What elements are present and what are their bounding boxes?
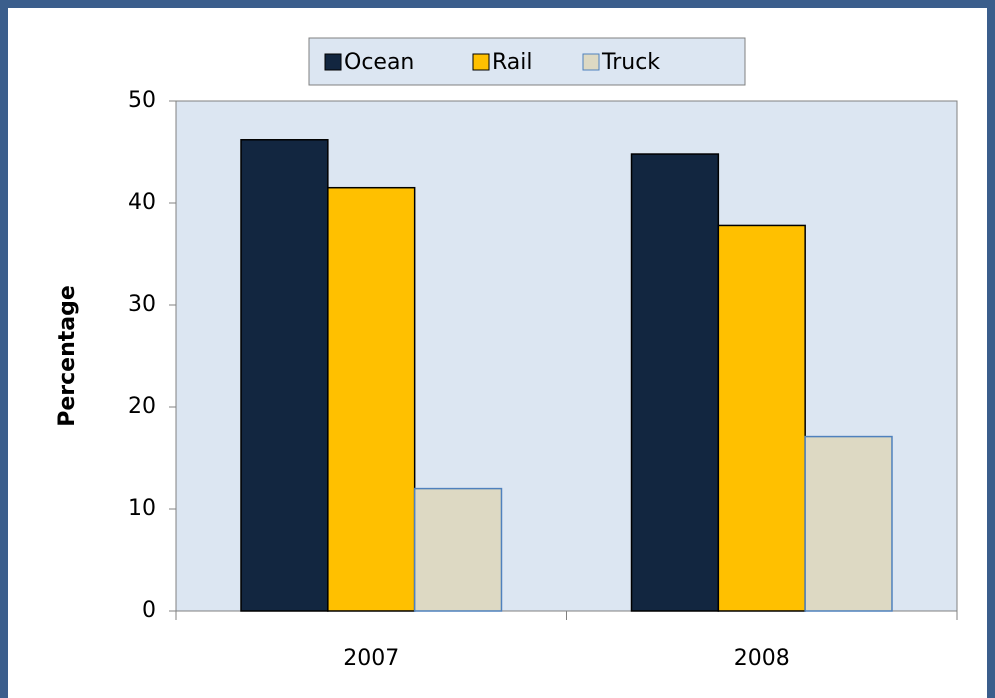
y-tick-label: 10 bbox=[128, 496, 156, 521]
y-tick-label: 0 bbox=[142, 598, 156, 623]
x-tick-label: 2007 bbox=[343, 646, 399, 671]
legend-label: Ocean bbox=[344, 50, 414, 75]
legend-swatch bbox=[582, 53, 600, 71]
bar bbox=[327, 186, 416, 612]
y-tick-label: 40 bbox=[128, 190, 156, 215]
y-axis-label: Percentage bbox=[55, 285, 80, 427]
legend-swatch bbox=[472, 53, 490, 71]
y-tick-label: 20 bbox=[128, 394, 156, 419]
bar bbox=[717, 224, 806, 612]
legend bbox=[308, 37, 746, 86]
y-tick-label: 30 bbox=[128, 292, 156, 317]
y-tick-label: 50 bbox=[128, 88, 156, 113]
legend-swatch bbox=[324, 53, 342, 71]
bar bbox=[804, 435, 893, 612]
legend-label: Rail bbox=[492, 50, 533, 75]
bar bbox=[413, 487, 503, 612]
bar bbox=[630, 153, 720, 612]
x-tick-label: 2008 bbox=[734, 646, 790, 671]
bar bbox=[240, 139, 329, 612]
legend-label: Truck bbox=[601, 50, 660, 75]
